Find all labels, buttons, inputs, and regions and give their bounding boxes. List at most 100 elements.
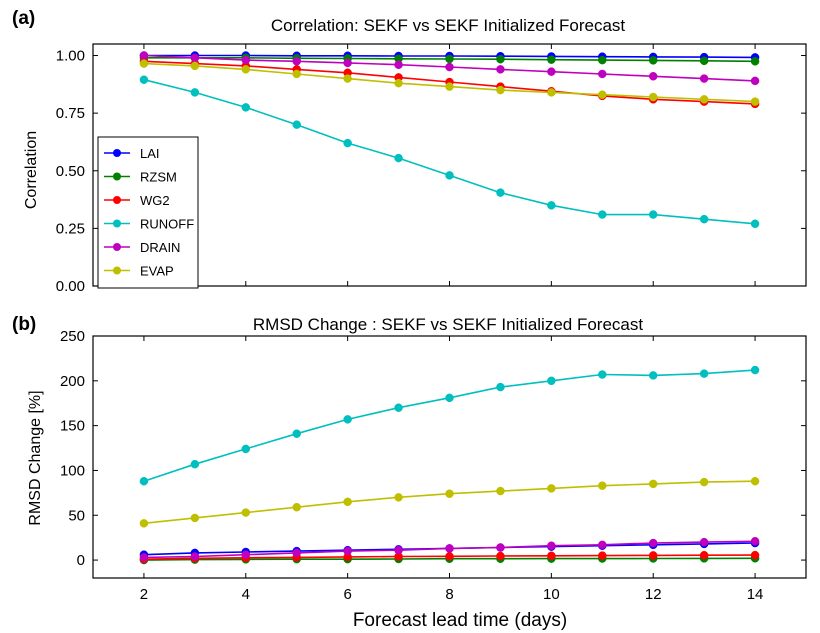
data-point [750,476,760,486]
data-point [190,88,200,97]
data-point [445,54,454,64]
data-point [343,74,352,83]
data-point [598,55,607,65]
data-point [598,210,607,219]
legend-label: WG2 [140,193,170,208]
data-point [343,138,352,148]
data-point [699,369,709,378]
legend-label: DRAIN [140,240,180,255]
data-point [496,382,505,392]
data-point [343,546,352,556]
data-point [699,477,709,487]
legend-marker [113,243,121,251]
x-tick-label: 8 [445,586,453,603]
data-point [190,459,200,469]
data-point [648,551,658,560]
data-point [292,548,301,558]
data-point [445,82,454,91]
data-point [445,171,454,180]
x-tick-label: 14 [747,586,764,603]
data-point [139,59,149,68]
panel-b-label: (b) [12,314,36,335]
data-point [750,76,760,86]
data-point [496,188,505,197]
data-point [496,54,505,64]
data-point [343,58,352,68]
data-point [139,75,149,84]
x-tick-label: 10 [543,586,560,603]
data-point [598,90,607,99]
panel-b-ylabel: RMSD Change [%] [27,390,44,525]
series-line-3 [143,369,756,482]
data-point [598,540,607,550]
legend-marker [113,172,121,181]
series-line-5 [143,480,756,525]
data-point [496,65,505,74]
y-tick-label: 0.25 [56,220,85,237]
data-point [699,550,709,560]
data-point [699,95,709,104]
data-point [445,62,454,72]
data-point [648,210,658,219]
data-point [139,553,149,562]
y-tick-label: 1.00 [56,48,85,65]
panel-a-label: (a) [12,8,35,29]
data-point [292,120,301,129]
data-point [547,201,556,210]
legend-marker [113,266,121,275]
panel-b-plot: 0 50 100 150 200 250 2 4 6 8 10 12 14 [60,328,807,603]
data-point [445,489,454,498]
data-point [445,552,454,561]
data-point [750,57,760,66]
data-point [190,61,200,71]
legend-label: EVAP [140,264,174,279]
legend-marker [113,196,121,204]
legend-marker [113,149,121,157]
legend-box [97,136,199,289]
y-tick-label: 250 [60,328,85,345]
data-point [699,537,709,547]
panel-a-ylabel: Correlation [23,131,40,209]
data-point [241,65,251,74]
data-point [648,92,658,102]
data-point [648,538,658,548]
data-point [241,444,251,454]
data-point [699,56,709,66]
y-tick-label: 50 [68,507,85,524]
legend-label: LAI [140,146,160,161]
data-point [547,67,556,76]
data-point [598,481,607,490]
data-point [394,493,403,502]
data-point [750,219,760,229]
data-point [190,513,200,523]
data-point [547,376,556,386]
data-point [139,51,149,60]
y-tick-label: 150 [60,418,85,435]
data-point [496,85,505,95]
legend-label: RUNOFF [140,217,194,232]
data-point [241,103,251,112]
data-point [190,552,200,561]
panel-b-title: RMSD Change : SEKF vs SEKF Initialized F… [253,315,643,334]
data-point [648,56,658,65]
data-point [445,544,454,553]
data-point [598,551,607,560]
data-point [750,537,760,546]
data-point [394,403,403,412]
data-point [343,415,352,424]
data-point [445,393,454,403]
data-point [394,153,403,163]
legend-label: RZSM [140,170,177,185]
data-point [598,370,607,379]
y-tick-label: 0.50 [56,163,85,180]
data-point [496,486,505,496]
y-tick-label: 0.00 [56,278,85,295]
x-tick-label: 4 [242,586,250,603]
data-point [648,72,658,81]
data-point [648,371,658,380]
x-tick-label: 12 [645,586,662,603]
data-point [699,74,709,83]
data-point [750,550,760,560]
data-point [394,78,403,88]
